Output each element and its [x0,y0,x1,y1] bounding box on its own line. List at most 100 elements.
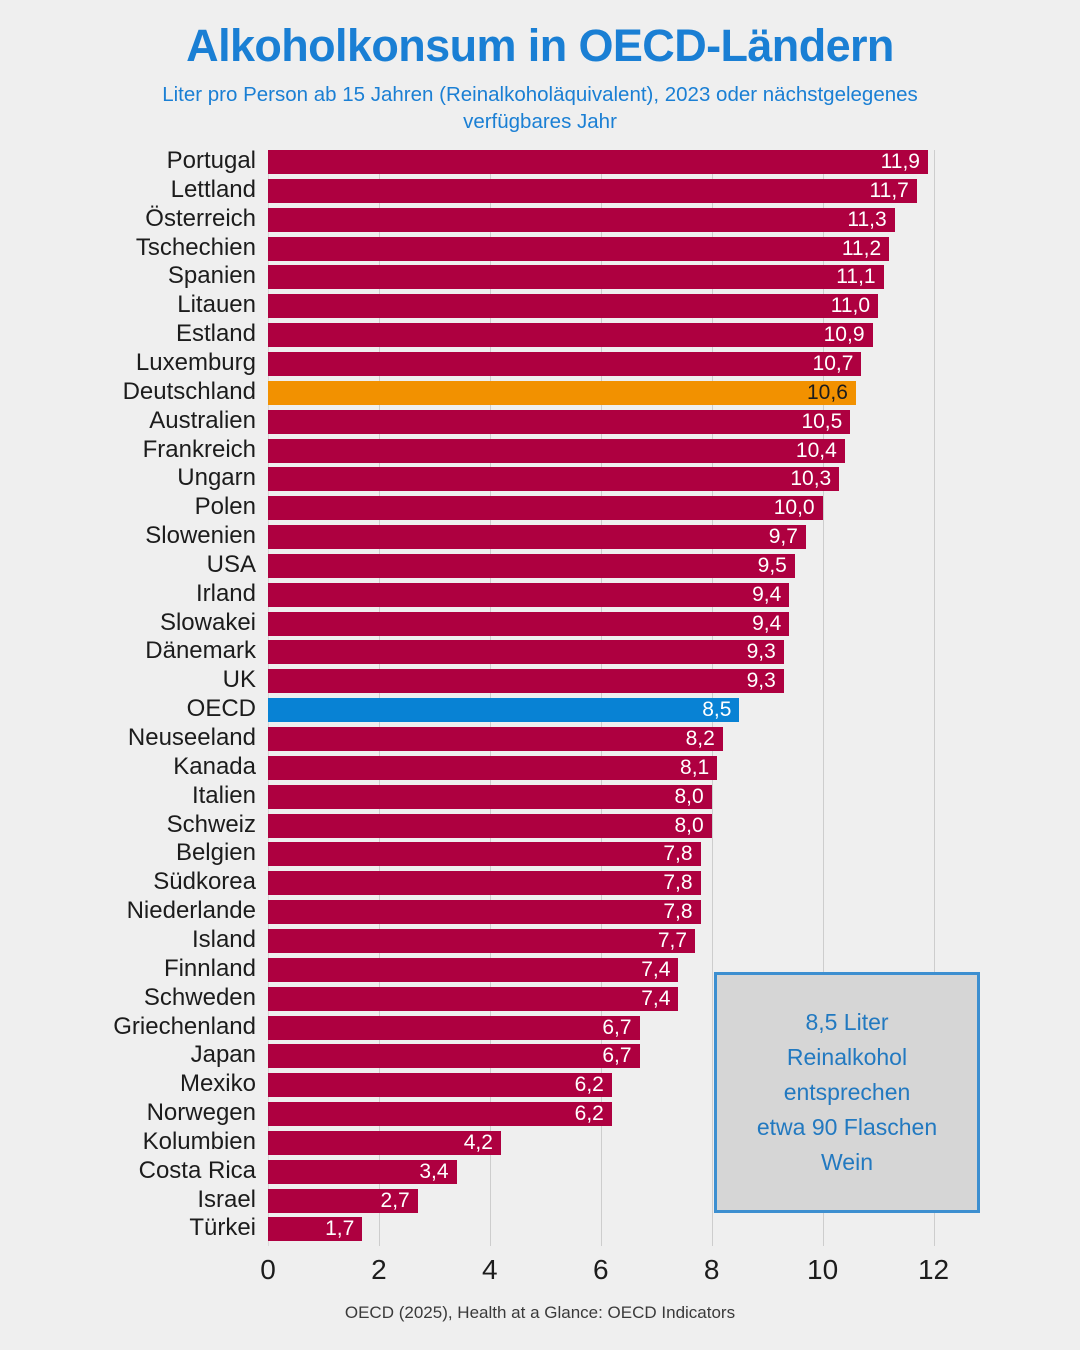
bar-row: Neuseeland 8,2 [0,724,1080,751]
category-label: Costa Rica [138,1156,256,1184]
bar-value-label: 1,7 [325,1217,355,1241]
category-label: Südkorea [153,868,256,896]
category-label: Mexiko [179,1070,256,1098]
bar-row: Slowakei 9,4 [0,608,1080,636]
category-label: Polen [194,493,256,521]
bar-value-label: 10,5 [801,409,843,433]
bar-value-label: 8,0 [674,784,704,808]
x-tick-label: 2 [371,1254,387,1285]
category-label: Deutschland [122,377,256,405]
category-label: Japan [190,1041,256,1069]
bar-value-label: 11,7 [869,178,909,202]
bar-row: UK 9,3 [0,666,1080,694]
bar [268,669,784,694]
bar-value-label: 10,3 [790,467,832,491]
bar-value-label: 10,6 [807,380,848,404]
bar-row: Belgien 7,8 [0,839,1080,867]
category-label: Niederlande [126,897,256,925]
bar-row: Mexiko 6,2 [0,1070,1080,1098]
category-label: Kanada [173,752,256,780]
bar [268,496,823,521]
category-label: Frankreich [142,435,256,463]
category-label: Australien [149,406,256,434]
bar [268,871,701,896]
bar [268,582,790,607]
bar-row: Israel 2,7 [0,1187,1080,1213]
category-label: Finnland [163,954,256,982]
bar-value-label: 11,3 [847,207,887,231]
category-label: Neuseeland [127,724,256,751]
bar-value-label: 9,5 [757,553,787,577]
bar [268,265,884,290]
x-tick-label: 4 [482,1254,498,1285]
category-label: Litauen [177,291,256,319]
category-label: UK [222,666,256,694]
bar-value-label: 9,4 [752,611,782,635]
bar-row: Kolumbien 4,2 [0,1129,1080,1155]
bar-row: Österreich 11,3 [0,206,1080,232]
bar-value-label: 9,7 [768,525,798,549]
bar-row: Deutschland 10,6 [0,377,1080,405]
category-label: Slowakei [159,608,256,636]
category-label: Schweden [143,983,256,1011]
page-title: Alkoholkonsum in OECD-Ländern [186,20,894,71]
bar-value-label: 7,7 [657,928,688,952]
bar-row: Luxemburg 10,7 [0,348,1080,376]
bar-value-label: 7,4 [641,957,671,981]
bar-row: Irland 9,4 [0,581,1080,607]
bar-row: Polen 10,0 [0,493,1080,521]
x-tick-label: 12 [917,1254,950,1285]
bar-row: Frankreich 10,4 [0,435,1080,463]
bar-value-label: 6,7 [602,1015,632,1039]
bar-row: Kanada 8,1 [0,752,1080,780]
category-label: Griechenland [113,1012,256,1040]
category-label: Belgien [175,839,256,867]
bar-value-label: 10,0 [773,496,815,520]
bar-value-label: 8,2 [685,727,715,750]
bar [268,640,784,665]
bar [268,1217,363,1242]
bar-value-label: 6,7 [602,1044,632,1068]
bar-row: Estland 10,9 [0,322,1080,348]
bar-row: Island 7,7 [0,925,1080,953]
bar-value-label: 8,1 [680,755,710,779]
bar-row: Spanien 11,1 [0,264,1080,290]
bar-row: Japan 6,7 [0,1041,1080,1069]
callout-text: 8,5 Liter Reinalkohol entsprechen etwa 9… [756,1009,938,1175]
bar-value-label: 10,7 [812,351,854,375]
bar-row: Tschechien 11,2 [0,235,1080,261]
category-label: OECD [186,695,256,723]
bar [268,1044,640,1069]
bar [268,1188,418,1213]
category-label: Island [191,925,256,953]
category-label: Luxemburg [135,348,256,376]
bar [268,1159,457,1184]
bar-value-label: 11,1 [836,265,876,289]
bar-value-label: 2,7 [380,1188,410,1212]
category-label: Italien [191,781,256,809]
bar-row: Norwegen 6,2 [0,1101,1080,1127]
bar-value-label: 4,2 [463,1130,493,1154]
category-label: Slowenien [145,522,256,550]
bar [268,900,701,925]
category-label: USA [206,550,256,578]
bar [268,813,712,838]
bar [268,1130,501,1155]
bar [268,525,806,550]
bar-row: Litauen 11,0 [0,291,1080,319]
bar [268,986,679,1011]
gridline-12 [933,150,935,1247]
bar-row: OECD 8,5 [0,695,1080,723]
bar [268,928,696,953]
bar-row: Portugal 11,9 [0,147,1080,174]
bar-row: Türkei 1,7 [0,1216,1080,1242]
bar [268,323,873,348]
bar [268,178,917,203]
bar-row: Australien 10,5 [0,406,1080,434]
category-label: Portugal [166,147,256,174]
bar [268,236,890,261]
bar-value-label: 11,0 [830,294,871,318]
bar [268,842,701,867]
category-label: Lettland [170,175,256,203]
